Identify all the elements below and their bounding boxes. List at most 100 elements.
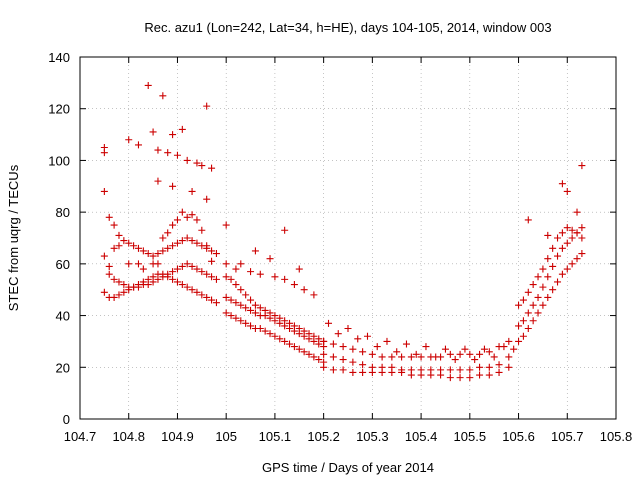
data-point (339, 366, 347, 374)
data-point (178, 208, 186, 216)
data-point (193, 239, 201, 247)
data-point (568, 260, 576, 268)
data-point (534, 273, 542, 281)
data-point (100, 187, 108, 195)
data-point (427, 366, 435, 374)
x-tick-label: 104.9 (161, 429, 194, 444)
y-tick-labels: 0 20 40 60 80 100 120 140 (48, 50, 70, 427)
data-point (169, 182, 177, 190)
data-point (208, 247, 216, 255)
data-point (281, 226, 289, 234)
data-point (378, 363, 386, 371)
data-point (524, 309, 532, 317)
data-point (237, 317, 245, 325)
data-point (524, 325, 532, 332)
data-point (183, 283, 191, 291)
data-point (417, 353, 425, 361)
data-point (188, 286, 196, 294)
plot-frame (79, 56, 617, 420)
data-point (183, 156, 191, 164)
data-point (422, 343, 430, 351)
data-point (554, 234, 562, 242)
y-tick-label: 60 (56, 257, 70, 272)
data-point (247, 268, 255, 276)
data-point (549, 286, 557, 294)
data-point (188, 237, 196, 245)
y-tick-label: 140 (48, 50, 70, 65)
data-point (134, 244, 142, 252)
x-tick-label: 105.7 (551, 429, 584, 444)
data-point (373, 343, 381, 351)
x-tick-label: 105.8 (600, 429, 633, 444)
data-point (134, 141, 142, 149)
data-point (276, 314, 284, 322)
data-point (519, 317, 527, 325)
data-point (271, 312, 279, 320)
data-point (344, 325, 352, 332)
data-point (290, 322, 298, 330)
data-point (466, 374, 474, 382)
data-point (266, 309, 274, 317)
data-point (320, 337, 328, 345)
data-point (281, 317, 289, 325)
data-point (359, 348, 367, 356)
data-point (388, 353, 396, 361)
data-point (290, 343, 298, 351)
data-point (398, 366, 406, 374)
data-point (120, 281, 128, 289)
data-point (568, 234, 576, 242)
data-point (198, 226, 206, 234)
data-point (466, 350, 474, 358)
data-point (568, 226, 576, 234)
data-point (164, 244, 172, 252)
data-point (232, 281, 240, 289)
data-point (188, 187, 196, 195)
data-point (305, 330, 313, 338)
data-point (305, 350, 313, 358)
data-point (300, 327, 308, 335)
data-point (178, 262, 186, 270)
data-point (154, 146, 162, 154)
data-point (554, 252, 562, 260)
data-point (549, 244, 557, 252)
data-point (544, 255, 552, 263)
data-point (519, 332, 527, 340)
data-point (578, 234, 586, 242)
data-point (193, 159, 201, 167)
data-point (203, 242, 211, 250)
x-tick-label: 104.7 (64, 429, 97, 444)
data-point (134, 260, 142, 268)
data-point (227, 296, 235, 304)
data-point (441, 345, 449, 353)
data-point (188, 262, 196, 270)
data-point (529, 317, 537, 325)
data-point (286, 319, 294, 327)
data-point (359, 361, 367, 369)
data-point (402, 340, 410, 348)
data-point (310, 353, 318, 361)
data-point (105, 262, 113, 270)
data-point (563, 239, 571, 247)
data-point (154, 260, 162, 268)
data-point (178, 125, 186, 133)
data-point (183, 234, 191, 242)
data-point (183, 260, 191, 268)
data-point (144, 275, 152, 283)
data-point (134, 281, 142, 289)
data-point (271, 332, 279, 340)
data-point (563, 187, 571, 195)
data-point (417, 366, 425, 374)
data-point (446, 350, 454, 358)
data-point (515, 322, 523, 330)
data-point (544, 273, 552, 281)
data-point (558, 270, 566, 278)
data-point (505, 363, 513, 371)
data-point (203, 102, 211, 110)
data-point (149, 273, 157, 281)
x-axis-label: GPS time / Days of year 2014 (262, 460, 434, 475)
data-point (271, 273, 279, 281)
data-point (490, 353, 498, 361)
data-point (456, 374, 464, 382)
data-point (120, 288, 128, 296)
data-point (149, 128, 157, 136)
